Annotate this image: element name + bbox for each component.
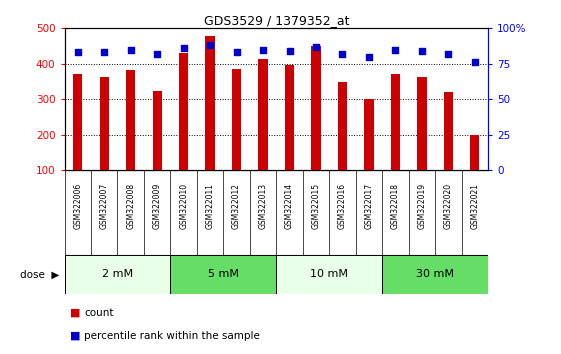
Point [126, 47, 135, 52]
Point [444, 51, 453, 57]
Text: dose  ▶: dose ▶ [20, 269, 59, 279]
Bar [259, 59, 268, 170]
Text: GSM322017: GSM322017 [365, 183, 374, 229]
Bar [100, 77, 109, 170]
Text: 10 mM: 10 mM [310, 269, 348, 279]
Text: GSM322021: GSM322021 [470, 183, 479, 229]
Text: GDS3529 / 1379352_at: GDS3529 / 1379352_at [204, 14, 349, 27]
Bar [171, 255, 276, 294]
Bar [417, 77, 426, 170]
Text: GSM322007: GSM322007 [100, 183, 109, 229]
Text: ■: ■ [70, 308, 81, 318]
Point [206, 42, 215, 48]
Point [153, 51, 162, 57]
Point [259, 47, 268, 52]
Text: GSM322011: GSM322011 [206, 183, 215, 229]
Text: GSM322009: GSM322009 [153, 183, 162, 229]
Text: GSM322014: GSM322014 [285, 183, 294, 229]
Text: GSM322010: GSM322010 [179, 183, 188, 229]
Text: GSM322018: GSM322018 [391, 183, 400, 229]
Point [100, 50, 109, 55]
Bar [65, 255, 171, 294]
Bar [382, 255, 488, 294]
Text: GSM322012: GSM322012 [232, 183, 241, 229]
Text: GSM322013: GSM322013 [259, 183, 268, 229]
Point [365, 54, 374, 59]
Point [470, 59, 479, 65]
Text: GSM322019: GSM322019 [417, 183, 426, 229]
Bar [179, 53, 188, 170]
Bar [444, 92, 453, 170]
Text: GSM322006: GSM322006 [73, 183, 82, 229]
Point [179, 45, 188, 51]
Text: GSM322015: GSM322015 [311, 183, 320, 229]
Text: count: count [84, 308, 114, 318]
Point [391, 47, 400, 52]
Bar [232, 69, 241, 170]
Bar [470, 135, 480, 170]
Point [73, 50, 82, 55]
Bar [153, 91, 162, 170]
Text: 30 mM: 30 mM [416, 269, 454, 279]
Bar [364, 99, 374, 170]
Point [232, 50, 241, 55]
Point [417, 48, 426, 54]
Point [338, 51, 347, 57]
Text: ■: ■ [70, 331, 81, 341]
Point [311, 44, 320, 50]
Text: GSM322008: GSM322008 [126, 183, 135, 229]
Text: percentile rank within the sample: percentile rank within the sample [84, 331, 260, 341]
Bar [73, 74, 82, 170]
Bar [391, 74, 400, 170]
Text: 5 mM: 5 mM [208, 269, 239, 279]
Text: GSM322016: GSM322016 [338, 183, 347, 229]
Bar [311, 46, 321, 170]
Bar [126, 70, 135, 170]
Bar [205, 36, 215, 170]
Point [285, 48, 294, 54]
Bar [338, 82, 347, 170]
Text: 2 mM: 2 mM [102, 269, 133, 279]
Text: GSM322020: GSM322020 [444, 183, 453, 229]
Bar [285, 65, 294, 170]
Bar [276, 255, 382, 294]
